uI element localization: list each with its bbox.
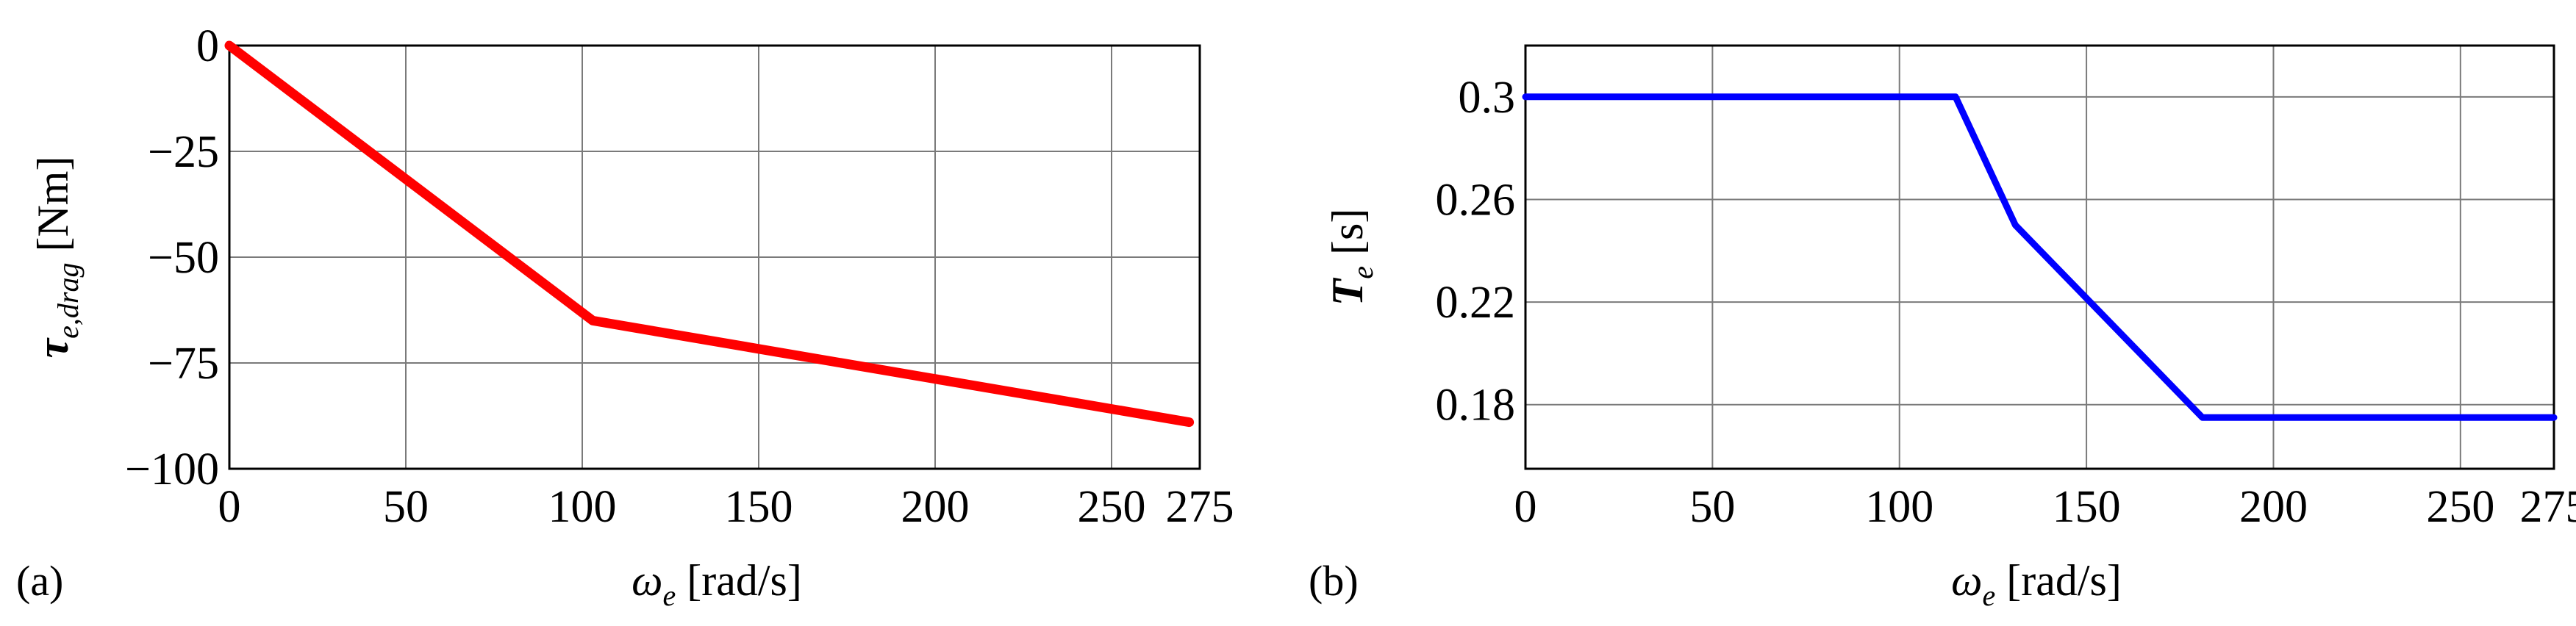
x-tick-label: 0 — [1514, 482, 1537, 532]
x-tick-label: 200 — [901, 482, 970, 532]
x-tick-label: 275 — [1166, 482, 1234, 532]
x-axis-label: ωe [rad/s] — [1951, 556, 2122, 612]
x-axis-label: ωe [rad/s] — [632, 556, 802, 612]
series-line — [229, 46, 1189, 422]
x-tick-label: 275 — [2520, 482, 2576, 532]
x-tick-label: 250 — [2426, 482, 2494, 532]
y-tick-label: −50 — [148, 233, 219, 283]
x-tick-label: 250 — [1078, 482, 1146, 532]
y-tick-label: 0.26 — [1436, 175, 1516, 225]
y-tick-label: −25 — [148, 127, 219, 177]
y-tick-label: −75 — [148, 339, 219, 389]
y-tick-label: 0 — [196, 21, 219, 71]
y-axis-label: τe,drag [Nm] — [29, 156, 85, 359]
y-axis-label: Te [s] — [1323, 209, 1379, 306]
x-tick-label: 100 — [1865, 482, 1933, 532]
y-tick-label: 0.22 — [1436, 278, 1516, 328]
x-tick-label: 200 — [2239, 482, 2308, 532]
panel-label: (a) — [16, 557, 63, 605]
series-line — [1525, 97, 2554, 417]
chart-panel-a: 0 50 100 150 200 250 275 0 −25 −50 −75 −100 ωe [rad/… — [16, 21, 1234, 612]
chart-panel-b: 0 50 100 150 200 250 275 0.3 0.26 0.22 0.18 ωe [rad… — [1309, 46, 2576, 612]
x-tick-label: 50 — [383, 482, 429, 532]
y-tick-label: 0.18 — [1436, 381, 1516, 431]
x-tick-label: 50 — [1689, 482, 1735, 532]
x-tick-label: 150 — [2053, 482, 2121, 532]
y-tick-label: 0.3 — [1459, 73, 1516, 123]
x-tick-label: 150 — [725, 482, 793, 532]
x-tick-label: 100 — [548, 482, 617, 532]
panel-label: (b) — [1309, 557, 1359, 605]
y-tick-label: −100 — [125, 445, 219, 494]
x-tick-label: 0 — [218, 482, 241, 532]
